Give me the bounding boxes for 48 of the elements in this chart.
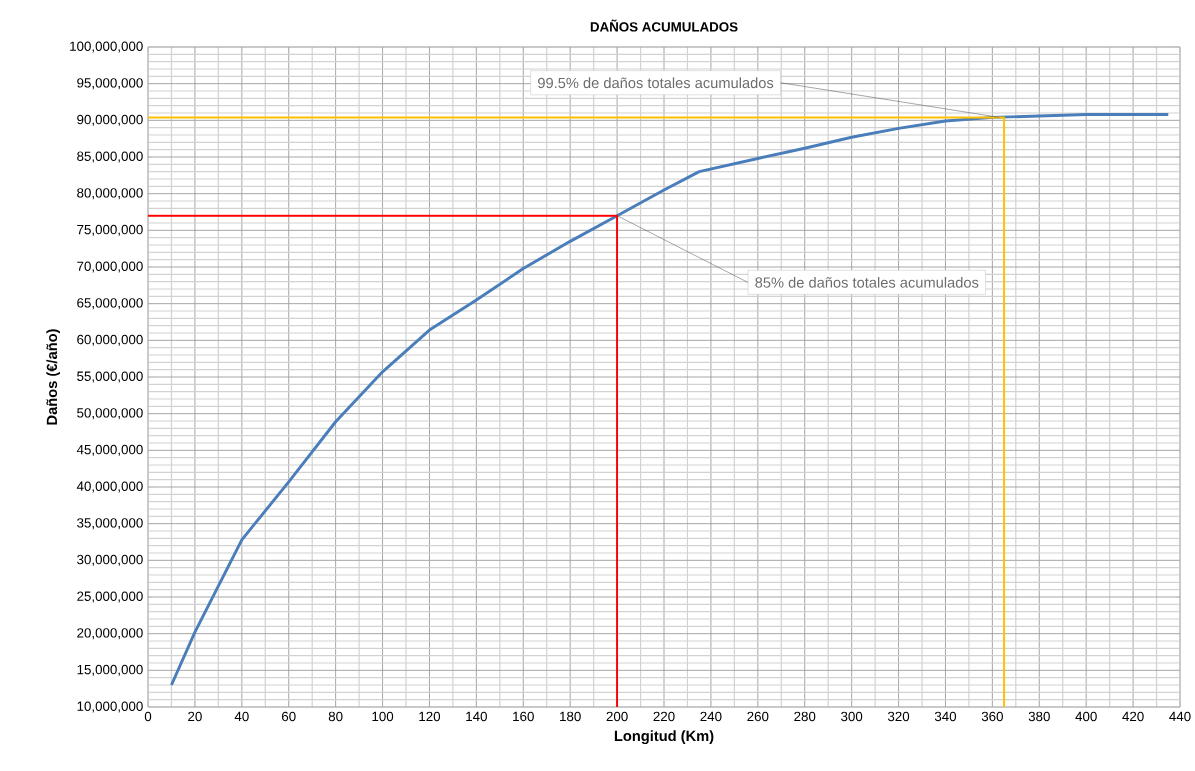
y-tick-label: 35,000,000 [77,518,143,530]
y-tick-label: 65,000,000 [77,298,143,310]
y-tick-label: 10,000,000 [77,701,143,713]
y-tick-label: 60,000,000 [77,334,143,346]
y-tick-label: 30,000,000 [77,554,143,566]
x-tick-label: 280 [794,711,816,722]
x-tick-label: 440 [1169,711,1191,722]
y-tick-label: 40,000,000 [76,481,143,493]
x-tick-label: 320 [887,711,910,722]
y-tick-label: 20,000,000 [77,628,143,640]
y-tick-label: 85,000,000 [77,151,143,163]
y-tick-label: 45,000,000 [76,444,143,456]
y-tick-label: 95,000,000 [77,78,143,90]
x-tick-label: 340 [934,711,957,722]
y-tick-label: 50,000,000 [77,408,143,420]
x-tick-label: 40 [234,711,249,722]
x-tick-label: 20 [188,711,202,722]
x-tick-label: 60 [281,711,296,722]
chart-title: DAÑOS ACUMULADOS [590,19,738,32]
x-tick-label: 260 [747,711,769,722]
y-tick-label: 75,000,000 [77,224,143,236]
x-tick-label: 220 [653,711,675,722]
annotation: 99.5% de daños totales acumulados [538,77,774,89]
x-tick-label: 380 [1028,711,1050,722]
x-tick-label: 120 [419,711,441,722]
y-tick-label: 25,000,000 [77,591,143,603]
x-tick-label: 100 [372,711,394,722]
x-tick-label: 420 [1122,711,1144,722]
line-series [169,113,1170,687]
x-tick-label: 160 [513,711,534,722]
y-tick-label: 80,000,000 [77,188,143,200]
x-tick-label: 240 [700,711,722,722]
y-axis-title: Daños (€/año) [46,329,60,425]
x-tick-label: 360 [981,711,1003,722]
x-tick-label: 400 [1075,711,1097,722]
y-tick-label: 70,000,000 [77,261,143,273]
x-tick-label: 300 [841,711,863,722]
y-tick-label: 15,000,000 [77,664,143,676]
x-tick-label: 180 [560,711,581,722]
x-tick-label: 0 [144,711,152,722]
y-tick-label: 90,000,000 [77,114,143,126]
x-tick-label: 80 [328,711,343,722]
y-tick-label: 55,000,000 [77,371,143,383]
annotation: 85% de daños totales acumulados [755,276,979,288]
x-tick-label: 140 [466,711,487,722]
x-axis-title: Longitud (Km) [614,730,714,745]
y-tick-label: 100,000,000 [70,41,143,53]
x-tick-label: 200 [606,711,628,722]
